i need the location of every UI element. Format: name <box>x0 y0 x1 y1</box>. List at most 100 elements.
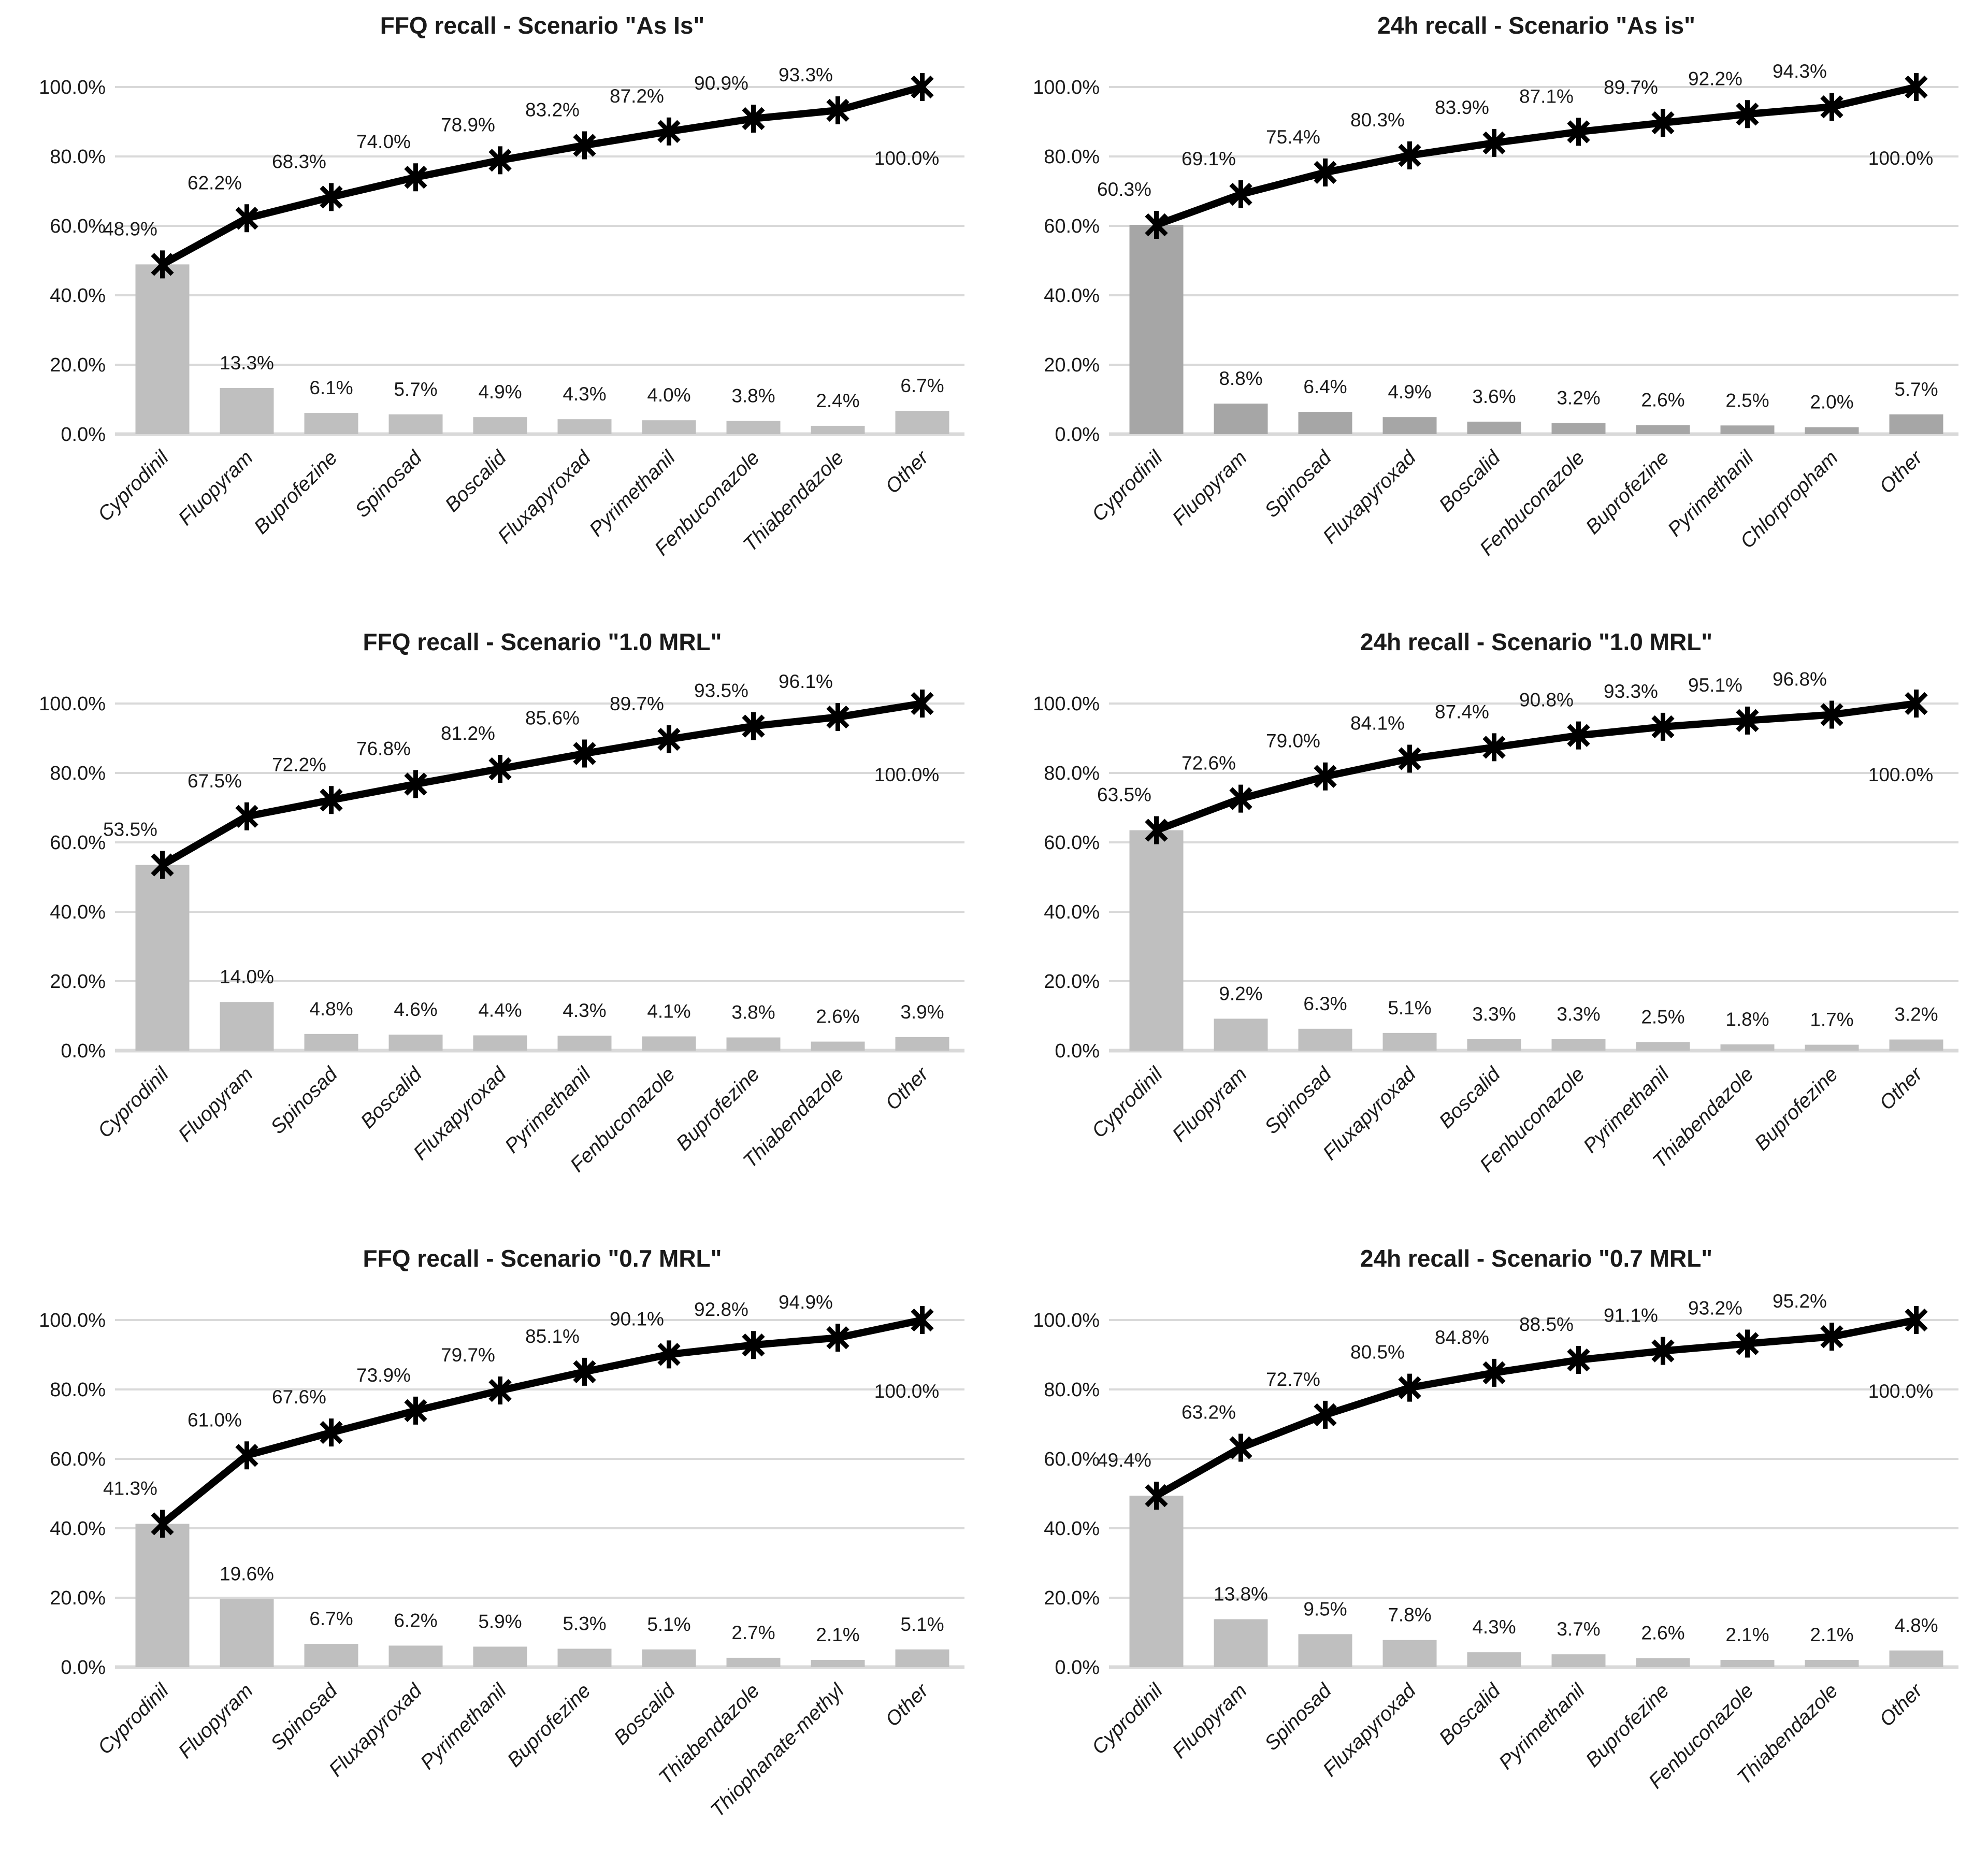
cumulative-value-label: 80.3% <box>1350 109 1405 131</box>
y-tick-label: 20.0% <box>1044 354 1100 376</box>
x-marker-icon <box>1314 762 1337 791</box>
x-marker-icon <box>1651 712 1675 741</box>
cumulative-value-label: 48.9% <box>103 218 157 239</box>
bar-value-label: 4.4% <box>478 1000 522 1021</box>
bar <box>811 1041 865 1051</box>
x-marker-icon <box>826 96 849 124</box>
bar-value-label: 4.9% <box>478 381 522 403</box>
x-marker-icon <box>1482 1358 1506 1387</box>
x-marker-icon <box>573 739 596 768</box>
category-label: Other <box>881 1679 933 1731</box>
bar <box>1805 427 1859 434</box>
x-marker-icon <box>573 1357 596 1386</box>
bar-value-label: 3.6% <box>1472 386 1516 407</box>
cumulative-value-label: 81.2% <box>441 723 495 744</box>
cumulative-value-label: 72.2% <box>272 754 326 775</box>
y-tick-label: 0.0% <box>1055 1657 1100 1679</box>
x-marker-icon <box>320 1418 343 1447</box>
category-label: Cyprodinil <box>1088 1063 1168 1142</box>
x-marker-icon <box>320 183 343 211</box>
category-label: Pyrimethanil <box>1579 1063 1674 1157</box>
bar <box>220 388 274 434</box>
bar <box>895 411 949 434</box>
bar-value-label: 2.7% <box>731 1622 775 1643</box>
y-tick-label: 20.0% <box>1044 971 1100 993</box>
chart-canvas: 0.0% 20.0% 40.0% 60.0% 80.0% 100.0% 8.8% 6.4% 4.… <box>1033 61 1958 560</box>
bar-value-label: 5.1% <box>647 1614 690 1635</box>
cumulative-value-label: 94.3% <box>1773 61 1827 82</box>
bar-value-label: 4.3% <box>1472 1616 1516 1638</box>
cumulative-value-label: 93.5% <box>694 680 748 701</box>
bar-value-label: 2.5% <box>1641 1006 1684 1027</box>
pareto-chart-24h-as-is: 24h recall - Scenario "As is" 0.0% 20.0% 4… <box>994 0 1988 616</box>
bar <box>1467 1652 1521 1667</box>
bar-value-label: 13.3% <box>220 352 274 374</box>
bar-value-label: 3.7% <box>1557 1618 1600 1640</box>
cumulative-value-label: 100.0% <box>1868 148 1934 169</box>
bar-value-label: 6.1% <box>309 377 353 398</box>
x-marker-icon <box>826 1324 849 1352</box>
cumulative-value-label: 95.1% <box>1688 675 1742 696</box>
bar-value-label: 4.3% <box>563 383 606 405</box>
x-marker-icon <box>826 703 849 732</box>
bar-value-label: 6.4% <box>1303 376 1347 397</box>
cumulative-value-label: 91.1% <box>1604 1305 1658 1326</box>
bar-value-label: 2.1% <box>1810 1624 1853 1645</box>
x-marker-icon <box>742 104 765 133</box>
bar-value-label: 1.7% <box>1810 1009 1853 1030</box>
bar-value-label: 2.6% <box>1641 390 1684 411</box>
x-marker-icon <box>1567 118 1590 146</box>
x-marker-icon <box>488 1376 512 1405</box>
bar-value-label: 9.5% <box>1303 1598 1347 1619</box>
y-tick-label: 40.0% <box>1044 285 1100 307</box>
cumulative-value-label: 96.8% <box>1773 668 1827 690</box>
category-label: Spinosad <box>266 1679 342 1755</box>
bar-value-label: 6.2% <box>394 1610 437 1631</box>
cumulative-value-label: 87.2% <box>610 85 664 107</box>
bar <box>1551 1654 1606 1667</box>
chart-canvas: 0.0% 20.0% 40.0% 60.0% 80.0% 100.0% 9.2% 6.3% 5.… <box>1033 668 1958 1177</box>
category-label: Spinosad <box>266 1063 342 1138</box>
bar <box>1889 414 1943 434</box>
bar <box>1720 1659 1775 1667</box>
cumulative-line <box>1153 1316 1920 1500</box>
bar-value-label: 3.2% <box>1557 388 1600 409</box>
bar-value-label: 7.8% <box>1388 1604 1431 1626</box>
bar <box>1551 423 1606 434</box>
y-tick-label: 100.0% <box>39 693 106 715</box>
y-tick-label: 0.0% <box>61 1040 106 1062</box>
x-marker-icon <box>1651 1337 1675 1365</box>
bar-value-label: 4.8% <box>309 998 353 1020</box>
y-tick-label: 40.0% <box>1044 1518 1100 1540</box>
category-label: Fluopyram <box>174 1680 257 1763</box>
chart-title: 24h recall - Scenario "0.7 MRL" <box>1360 1245 1713 1272</box>
cumulative-value-label: 87.1% <box>1519 85 1574 107</box>
x-marker-icon <box>1145 1482 1168 1510</box>
cumulative-value-label: 84.8% <box>1435 1327 1489 1348</box>
cumulative-value-label: 89.7% <box>1604 77 1658 98</box>
cumulative-value-label: 60.3% <box>1097 179 1151 200</box>
cumulative-value-label: 94.9% <box>779 1292 833 1313</box>
bar <box>1805 1044 1859 1051</box>
category-label: Boscalid <box>1435 446 1505 517</box>
cumulative-value-label: 79.7% <box>441 1344 495 1366</box>
x-marker-icon <box>1820 1323 1843 1351</box>
x-marker-icon <box>235 1441 258 1470</box>
category-label: Pyrimethanil <box>1664 446 1759 541</box>
y-tick-label: 60.0% <box>1044 216 1100 237</box>
y-tick-label: 40.0% <box>50 901 106 923</box>
bar <box>388 1035 443 1051</box>
x-marker-icon <box>657 725 681 754</box>
cumulative-line <box>1153 83 1920 228</box>
x-marker-icon <box>1145 210 1168 239</box>
bar-value-label: 4.3% <box>563 1000 606 1021</box>
x-marker-icon <box>1229 1433 1252 1462</box>
cumulative-value-label: 62.2% <box>188 172 242 193</box>
y-tick-label: 60.0% <box>50 1449 106 1470</box>
cumulative-value-label: 61.0% <box>188 1409 242 1430</box>
bar-value-label: 9.2% <box>1219 983 1262 1004</box>
bar <box>557 1648 612 1667</box>
cumulative-line <box>159 83 926 268</box>
cumulative-value-label: 72.6% <box>1182 753 1236 774</box>
cumulative-value-label: 87.4% <box>1435 701 1489 722</box>
